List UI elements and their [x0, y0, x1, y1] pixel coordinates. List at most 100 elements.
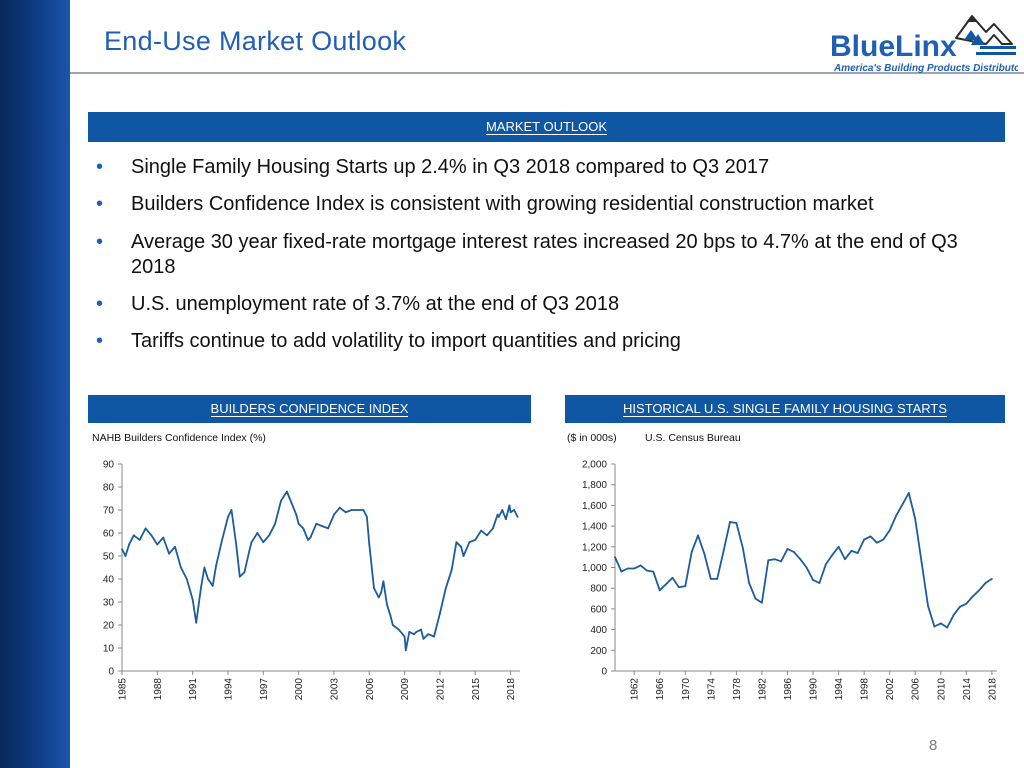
data-point	[513, 509, 516, 511]
data-point	[397, 628, 400, 631]
data-point	[327, 527, 329, 530]
data-point	[709, 577, 712, 580]
data-point	[368, 543, 371, 546]
y-tick-label: 60	[103, 529, 115, 540]
x-tick-label: 1997	[259, 678, 270, 701]
data-point	[722, 550, 725, 552]
x-tick-label: 1966	[655, 678, 666, 701]
market-outlook-bullets: • Single Family Housing Starts up 2.4% in…	[96, 155, 996, 354]
builders-confidence-header-label: BUILDERS CONFIDENCE INDEX	[210, 401, 409, 417]
data-point	[812, 579, 814, 581]
data-point	[716, 577, 719, 580]
data-point	[901, 503, 904, 506]
x-tick-label: 2014	[962, 678, 973, 701]
data-point	[243, 571, 246, 573]
data-point	[168, 552, 171, 555]
y-tick-label: 1,000	[582, 563, 607, 574]
y-tick-label: 90	[103, 460, 115, 471]
data-point	[888, 529, 891, 532]
data-point	[344, 511, 347, 514]
y-tick-label: 0	[108, 667, 114, 678]
data-point	[729, 521, 731, 523]
data-point	[415, 631, 418, 633]
y-tick-label: 800	[590, 584, 607, 595]
data-point	[773, 558, 776, 561]
hs-caption-units: ($ in 000s)	[567, 432, 617, 444]
data-point	[882, 538, 885, 541]
data-point	[121, 548, 123, 550]
data-point	[671, 576, 674, 579]
bullet-text: Average 30 year fixed-rate mortgage inte…	[131, 231, 958, 278]
housing-starts-panel: ($ in 000s) U.S. Census Bureau 0 200 400 60…	[565, 428, 1009, 722]
y-tick-label: 200	[590, 646, 607, 657]
data-point	[620, 570, 623, 573]
builders-confidence-header: BUILDERS CONFIDENCE INDEX	[88, 395, 531, 423]
bullet-item: • U.S. unemployment rate of 3.7% at the e…	[96, 293, 620, 315]
data-point	[508, 504, 511, 507]
data-point	[460, 545, 463, 548]
data-point	[250, 541, 253, 544]
data-point	[248, 550, 251, 553]
data-point	[235, 543, 238, 546]
x-tick-label: 1986	[783, 678, 794, 701]
data-point	[174, 545, 176, 548]
data-point	[413, 633, 415, 636]
data-point	[238, 575, 241, 578]
data-point	[268, 534, 271, 537]
data-point	[199, 587, 202, 590]
data-point	[373, 587, 375, 590]
title-divider	[70, 72, 1024, 74]
data-point	[965, 602, 968, 605]
data-point	[307, 539, 309, 541]
data-point	[128, 543, 130, 546]
left-sidebar-bar	[0, 0, 70, 768]
data-point	[185, 578, 188, 580]
data-point	[959, 605, 961, 608]
data-point	[639, 564, 642, 567]
data-point	[837, 545, 840, 548]
data-point	[907, 492, 910, 494]
data-point	[215, 564, 218, 567]
y-tick-label: 1,400	[582, 522, 607, 533]
data-point	[285, 490, 288, 493]
data-point	[302, 527, 305, 530]
x-tick-label: 1978	[732, 678, 743, 701]
data-point	[230, 509, 233, 511]
page-title: End-Use Market Outlook	[104, 26, 407, 56]
data-point	[497, 516, 500, 518]
data-point	[509, 511, 512, 514]
data-point	[132, 534, 135, 537]
data-point	[844, 558, 846, 561]
y-tick-label: 600	[590, 604, 607, 615]
y-tick-label: 400	[590, 625, 607, 636]
bullet-text: Builders Confidence Index is consistent …	[131, 193, 874, 215]
x-tick-label: 1988	[153, 678, 164, 701]
data-point	[626, 567, 629, 570]
bluelinx-logo: BlueLinx America's Building Products Dis…	[830, 15, 1018, 74]
data-point	[124, 555, 127, 557]
y-tick-label: 1,800	[582, 480, 607, 491]
series-line	[614, 492, 993, 629]
y-tick-label: 20	[103, 621, 115, 632]
x-tick-label: 1998	[860, 678, 871, 701]
data-point	[786, 547, 789, 550]
data-point	[403, 635, 406, 638]
bullet-item: • Single Family Housing Starts up 2.4% in…	[96, 156, 770, 178]
series-line	[121, 490, 519, 652]
data-point	[927, 604, 929, 607]
data-point	[946, 626, 949, 629]
y-tick-label: 0	[601, 667, 607, 678]
bci-caption: NAHB Builders Confidence Index (%)	[92, 432, 266, 444]
data-point	[914, 517, 917, 520]
data-point	[516, 516, 519, 518]
data-point	[450, 568, 453, 571]
data-point	[191, 598, 194, 601]
data-point	[227, 516, 229, 518]
x-tick-label: 1994	[834, 678, 845, 701]
logo-wordmark: BlueLinx	[830, 30, 957, 63]
data-point	[211, 585, 214, 587]
data-point	[863, 538, 866, 541]
data-point	[501, 509, 504, 511]
data-point	[274, 522, 276, 525]
x-tick-label: 2018	[506, 678, 517, 701]
